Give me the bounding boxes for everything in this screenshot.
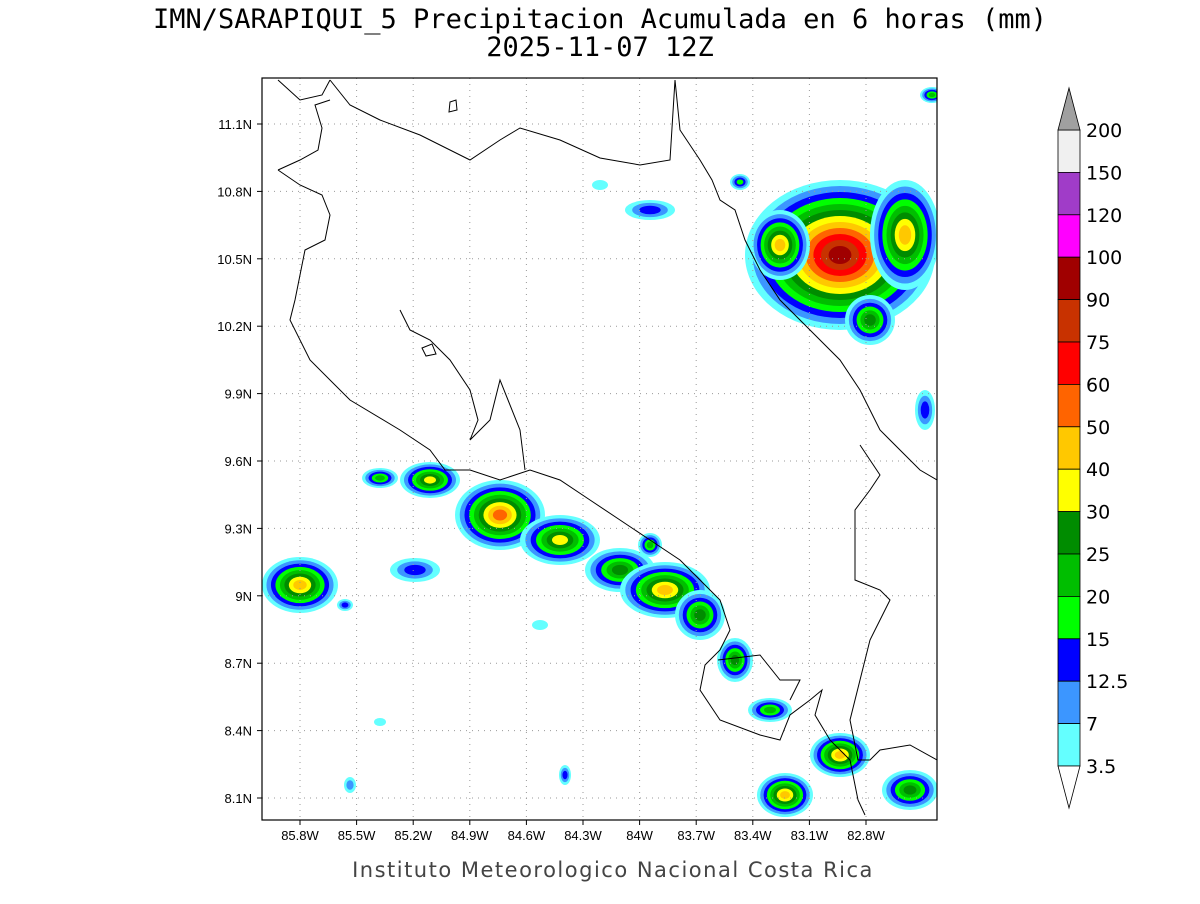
colorbar-label: 75: [1086, 332, 1110, 354]
colorbar-under: [1057, 765, 1081, 810]
colorbar-label: 15: [1086, 629, 1110, 651]
lat-tick-label: 8.7N: [225, 656, 252, 671]
colorbar-box: [1057, 553, 1081, 597]
colorbar-label: 20: [1086, 586, 1110, 608]
colorbar-box: [1057, 596, 1081, 640]
lon-tick-label: 83.1W: [791, 828, 829, 843]
lat-tick-label: 10.2N: [217, 319, 252, 334]
colorbar-label: 60: [1086, 374, 1110, 396]
lon-tick-label: 84.6W: [508, 828, 546, 843]
colorbar-box: [1057, 723, 1081, 767]
precip-contour: [657, 585, 673, 595]
colorbar-box: [1057, 638, 1081, 682]
colorbar-box: [1057, 129, 1081, 173]
precip-contour: [736, 179, 744, 185]
precip-contour: [834, 751, 846, 759]
precip-contour: [552, 535, 568, 545]
colorbar-label: 3.5: [1086, 756, 1116, 778]
precip-contour: [898, 225, 912, 245]
lat-tick-label: 9.9N: [225, 387, 252, 402]
coastline: [399, 309, 526, 471]
lon-tick-label: 83.7W: [677, 828, 715, 843]
lat-tick-label: 9.3N: [225, 521, 252, 536]
coastline: [277, 79, 866, 816]
lat-tick-label: 10.8N: [217, 184, 252, 199]
colorbar-box: [1057, 680, 1081, 725]
colorbar-box: [1057, 341, 1081, 385]
coastline: [329, 79, 937, 481]
colorbar-label: 25: [1086, 544, 1110, 566]
colorbar-label: 200: [1086, 120, 1122, 142]
precip-contour: [920, 401, 930, 419]
precip-contour: [780, 791, 790, 799]
colorbar-label: 30: [1086, 502, 1110, 524]
colorbar-box: [1057, 468, 1081, 513]
precip-contour: [293, 580, 307, 590]
precip-contour: [404, 564, 426, 576]
precip-contour: [562, 770, 568, 780]
colorbar-label: 100: [1086, 247, 1122, 269]
precip-contour: [374, 718, 386, 726]
lon-tick-label: 85.2W: [394, 828, 432, 843]
coastline: [421, 99, 458, 357]
precip-contour: [828, 246, 852, 264]
colorbar-label: 90: [1086, 290, 1110, 312]
precip-contour: [864, 314, 876, 326]
lon-tick-label: 84.3W: [564, 828, 602, 843]
precip-contour: [611, 564, 629, 576]
lon-tick-label: 84W: [626, 828, 653, 843]
lat-tick-label: 8.4N: [225, 724, 252, 739]
colorbar-over: [1057, 86, 1081, 131]
lat-tick-label: 8.1N: [225, 791, 252, 806]
precip-contour: [492, 509, 508, 521]
precip-contour: [592, 180, 608, 190]
precip-contour: [774, 238, 786, 252]
coastline: [717, 654, 801, 701]
coastline: [849, 444, 937, 761]
colorbar-label: 12.5: [1086, 671, 1128, 693]
lat-tick-label: 9.6N: [225, 454, 252, 469]
precip-contour: [375, 475, 385, 481]
precip-contour: [341, 602, 349, 608]
lon-tick-label: 85.5W: [338, 828, 376, 843]
colorbar-box: [1057, 426, 1081, 470]
lat-tick-label: 11.1N: [218, 117, 252, 132]
lat-tick-label: 10.5N: [217, 252, 252, 267]
colorbar-label: 150: [1086, 162, 1122, 184]
lon-tick-label: 82.8W: [847, 828, 885, 843]
colorbar-box: [1057, 511, 1081, 555]
colorbar-box: [1057, 299, 1081, 343]
precip-contour: [646, 541, 654, 549]
coastlines: [277, 79, 937, 816]
grid: 11.1N 10.8N 10.5N 10.2N 9.9N 9.6N 9.3N 9N 8.7N 8.…: [217, 78, 937, 843]
colorbar-box: [1057, 171, 1081, 216]
lon-tick-label: 84.9W: [451, 828, 489, 843]
title: IMN/SARAPIQUI_5 Precipitacion Acumulada …: [153, 4, 1047, 35]
colorbar-box: [1057, 214, 1081, 258]
colorbar-box: [1057, 256, 1081, 301]
precip-contour: [532, 620, 548, 630]
colorbar: 200 150 120 100 90 75 60 50 40 30 25 20 15 12.5 7 3.5: [1057, 86, 1128, 810]
precip-contour: [903, 785, 917, 795]
footer: Instituto Meteorologico Nacional Costa R…: [352, 858, 874, 882]
lon-tick-label: 83.4W: [734, 828, 772, 843]
precip-contour: [639, 205, 661, 215]
precip-contour: [764, 706, 776, 714]
precip-contour: [694, 609, 706, 621]
precip-contour: [730, 654, 740, 666]
colorbar-label: 40: [1086, 459, 1110, 481]
colorbar-label: 50: [1086, 417, 1110, 439]
map-frame: [261, 77, 938, 821]
lon-tick-label: 85.8W: [281, 828, 319, 843]
lat-tick-label: 9N: [235, 589, 252, 604]
precipitation-field: [262, 87, 937, 817]
colorbar-label: 120: [1086, 205, 1122, 227]
precip-contour: [346, 780, 354, 790]
colorbar-label: 7: [1086, 714, 1098, 736]
precip-contour: [928, 92, 936, 98]
subtitle: 2025-11-07 12Z: [486, 32, 714, 63]
colorbar-box: [1057, 383, 1081, 428]
precip-contour: [424, 476, 436, 484]
